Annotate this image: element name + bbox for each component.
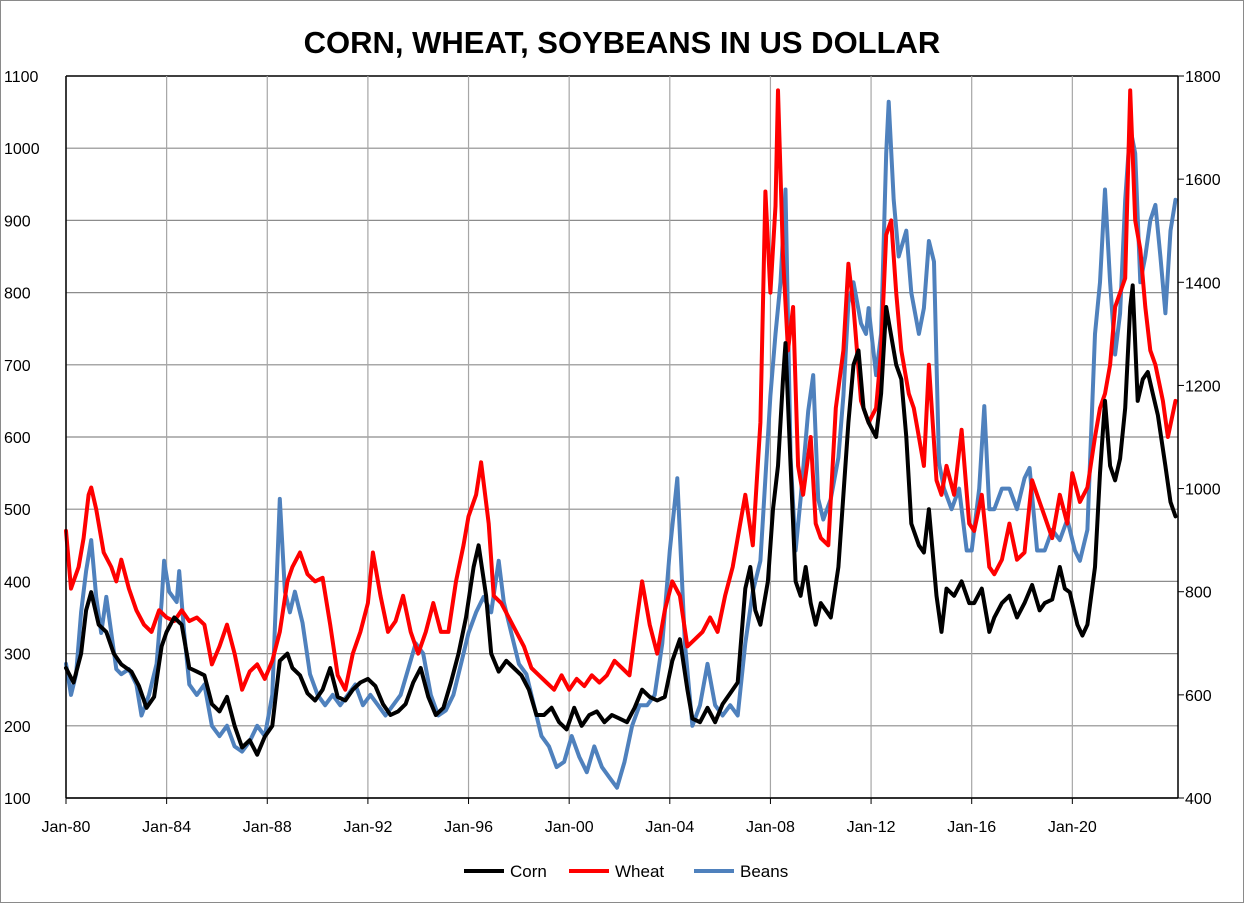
- series-layer: [64, 88, 1178, 790]
- y-right-tick-label: 1400: [1185, 275, 1221, 292]
- x-tick-label: Jan-08: [746, 819, 795, 836]
- legend-label-wheat: Wheat: [615, 862, 664, 881]
- y-right-tick-label: 1000: [1185, 482, 1221, 499]
- x-tick-label: Jan-80: [42, 819, 91, 836]
- x-tick-label: Jan-20: [1048, 819, 1097, 836]
- series-line-wheat: [64, 88, 1178, 692]
- y-right-tick-label: 400: [1185, 791, 1212, 808]
- axis-layer: 100 200 300 400 500 600 700 800 900 1000 1100 400 60…: [4, 69, 1221, 836]
- x-tick-label: Jan-88: [243, 819, 292, 836]
- x-tick-label: Jan-92: [343, 819, 392, 836]
- y-left-tick-label: 1100: [4, 69, 39, 86]
- x-tick-label: Jan-12: [847, 819, 896, 836]
- y-right-tick-label: 1800: [1185, 69, 1221, 86]
- y-left-tick-label: 700: [4, 358, 31, 375]
- series-line-beans: [64, 99, 1178, 790]
- x-tick-label: Jan-16: [947, 819, 996, 836]
- chart-title: CORN, WHEAT, SOYBEANS IN US DOLLAR: [304, 25, 941, 60]
- legend-label-corn: Corn: [510, 862, 547, 881]
- y-right-tick-label: 1200: [1185, 378, 1221, 395]
- series-line-corn: [64, 283, 1178, 757]
- y-left-tick-label: 200: [4, 719, 31, 736]
- y-right-tick-label: 1600: [1185, 172, 1221, 189]
- legend: Corn Wheat Beans: [464, 862, 788, 881]
- y-left-tick-label: 100: [4, 791, 31, 808]
- x-tick-label: Jan-96: [444, 819, 493, 836]
- y-left-tick-label: 900: [4, 213, 31, 230]
- y-right-tick-label: 800: [1185, 585, 1212, 602]
- grid-layer: [65, 75, 1178, 799]
- x-tick-label: Jan-04: [645, 819, 694, 836]
- y-left-tick-label: 500: [4, 502, 31, 519]
- y-left-tick-label: 1000: [4, 141, 40, 158]
- y-right-tick-label: 600: [1185, 688, 1212, 705]
- y-left-tick-label: 400: [4, 574, 31, 591]
- x-tick-label: Jan-00: [545, 819, 594, 836]
- y-left-tick-label: 300: [4, 647, 31, 664]
- legend-label-beans: Beans: [740, 862, 788, 881]
- y-left-tick-label: 600: [4, 430, 31, 447]
- y-left-tick-label: 800: [4, 286, 31, 303]
- x-tick-label: Jan-84: [142, 819, 191, 836]
